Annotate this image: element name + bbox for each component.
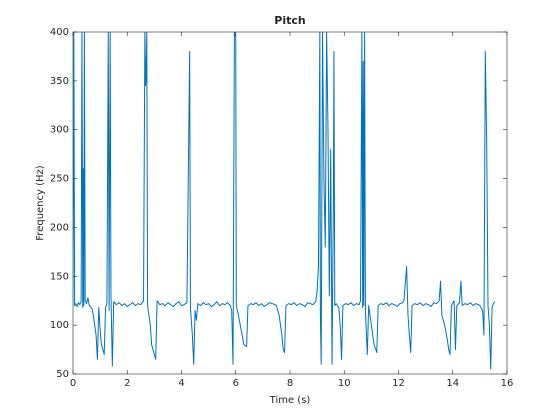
y-tick-label: 150 xyxy=(50,271,69,282)
chart-title: Pitch xyxy=(274,14,305,27)
x-tick-label: 6 xyxy=(233,378,239,389)
y-tick-label: 200 xyxy=(50,222,69,233)
pitch-line xyxy=(73,32,496,370)
y-tick-label: 250 xyxy=(50,174,69,185)
x-tick-label: 10 xyxy=(338,378,351,389)
plot-content xyxy=(73,32,496,370)
plot-area xyxy=(72,31,508,375)
x-tick-label: 8 xyxy=(287,378,293,389)
x-tick-label: 2 xyxy=(124,378,130,389)
y-tick-label: 350 xyxy=(50,76,69,87)
x-tick-label: 16 xyxy=(501,378,514,389)
x-tick-label: 14 xyxy=(446,378,459,389)
y-axis-label: Frequency (Hz) xyxy=(35,165,46,241)
y-tick-label: 50 xyxy=(56,369,69,380)
x-axis-label: Time (s) xyxy=(269,395,311,406)
x-tick-label: 0 xyxy=(70,378,76,389)
y-tick-label: 100 xyxy=(50,320,69,331)
y-tick-label: 300 xyxy=(50,125,69,136)
x-tick-label: 12 xyxy=(392,378,405,389)
y-tick-label: 400 xyxy=(50,27,69,38)
x-tick-label: 4 xyxy=(178,378,184,389)
